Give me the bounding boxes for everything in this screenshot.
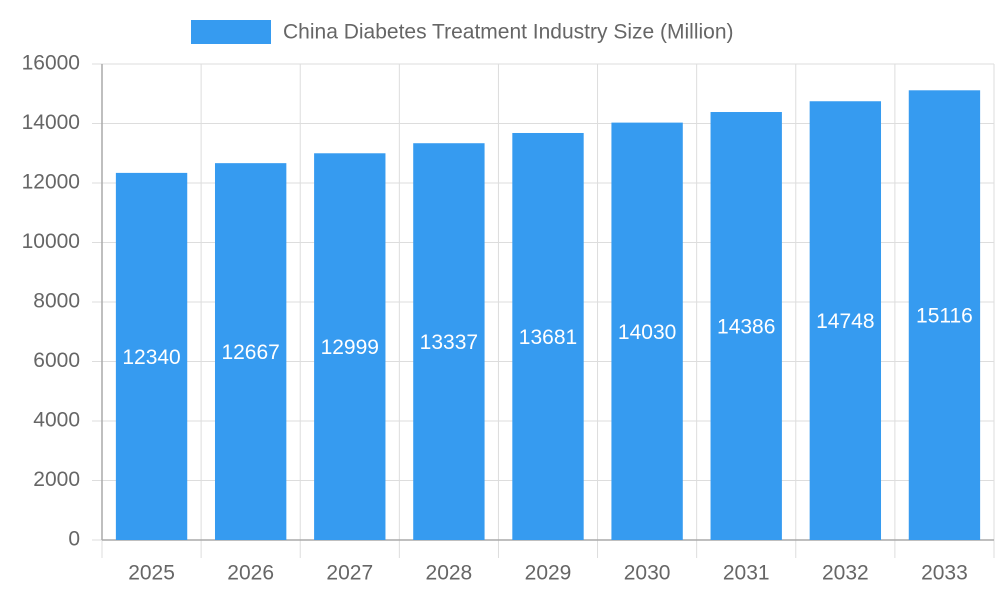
x-tick-label: 2025 [128,562,175,585]
x-tick-label: 2029 [525,562,572,585]
bar [413,143,485,540]
data-label: 14030 [618,321,676,344]
x-tick-label: 2026 [227,562,274,585]
data-label: 14748 [816,310,874,333]
bar [611,122,683,541]
y-tick-label: 16000 [22,52,80,75]
x-tick-label: 2027 [326,562,373,585]
bar [115,172,188,540]
x-tick-label: 2033 [921,562,968,585]
bar [710,112,782,540]
data-label: 12667 [221,341,279,364]
x-tick-label: 2030 [624,562,671,585]
y-tick-label: 8000 [33,290,80,313]
bar [314,153,386,540]
data-label: 12340 [122,346,180,369]
legend-label: China Diabetes Treatment Industry Size (… [283,21,734,44]
y-tick-label: 10000 [22,230,80,253]
data-label: 15116 [916,305,973,328]
data-label: 12999 [321,336,379,359]
x-tick-label: 2032 [822,562,869,585]
y-tick-label: 12000 [22,171,80,194]
legend-swatch [191,20,271,44]
bar [214,163,287,541]
y-tick-label: 6000 [33,349,80,372]
data-label: 13337 [420,331,478,354]
y-tick-label: 14000 [22,111,80,134]
bar [908,90,981,540]
y-tick-label: 2000 [33,468,80,491]
data-label: 14386 [717,316,775,339]
bar [809,101,882,540]
bar [512,132,584,541]
y-tick-label: 4000 [33,409,80,432]
y-tick-label: 0 [68,528,80,551]
x-tick-label: 2031 [723,562,770,585]
x-tick-label: 2028 [426,562,473,585]
data-label: 13681 [519,326,577,349]
